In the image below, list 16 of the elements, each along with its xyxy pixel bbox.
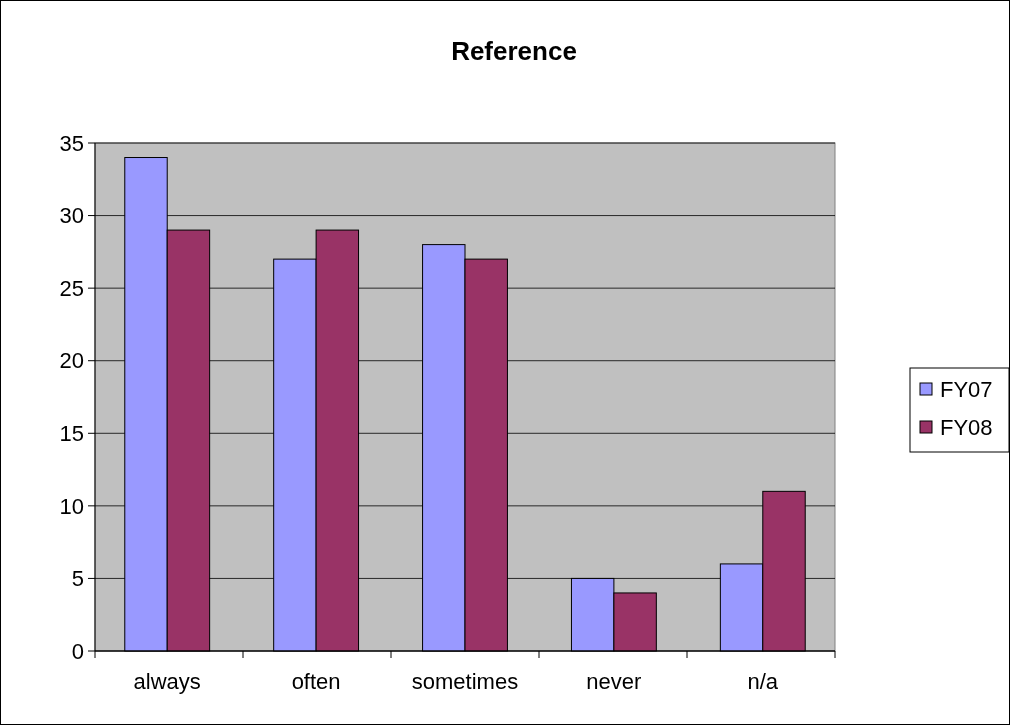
x-tick-label: sometimes	[411, 669, 519, 694]
y-tick-label: 10	[59, 493, 84, 519]
y-tick-label: 5	[71, 566, 84, 592]
y-tick-label: 15	[59, 420, 84, 446]
x-tick-label: never	[586, 669, 642, 694]
y-tick-label: 30	[59, 203, 84, 229]
x-tick-label: n/a	[747, 669, 779, 694]
legend-label: FY07	[940, 376, 993, 402]
x-tick-label: often	[291, 669, 341, 694]
x-tick-label: always	[133, 669, 201, 694]
y-tick-label: 25	[59, 275, 84, 301]
chart-title: Reference	[451, 36, 577, 66]
y-tick-label: 35	[59, 130, 84, 156]
y-tick-label: 0	[71, 638, 84, 664]
y-tick-label: 20	[59, 348, 84, 374]
legend-label: FY08	[940, 414, 993, 440]
